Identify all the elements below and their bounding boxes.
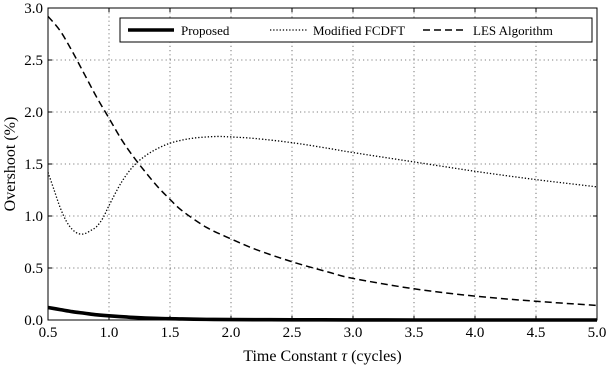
x-tick-label: 2.0 [222,325,241,341]
legend-box [119,17,593,43]
y-tick-label: 0.0 [24,313,43,329]
x-axis-label-symbol: τ [341,348,348,365]
series-line-les-algorithm [47,15,598,307]
grid [48,8,597,320]
x-tick-label: 4.5 [527,325,546,341]
legend-label-modified-fcdft: Modified FCDFT [313,23,405,38]
x-axis-label-unit: (cycles) [347,348,402,365]
legend-label-les-algorithm: LES Algorithm [473,23,553,38]
y-tick-label: 2.5 [24,53,43,69]
legend-label-proposed: Proposed [181,23,230,38]
y-axis-label: Overshoot (%) [2,117,19,212]
x-tick-label: 3.5 [405,325,424,341]
y-tick-label: 1.0 [24,209,43,225]
axis-ticks: 0.5 1.0 1.5 2.0 2.5 3.0 3.5 4.0 4.5 5.00.00.51.01… [24,1,606,341]
x-axis-label: Time Constant τ (cycles) [243,348,401,365]
x-tick-label: 1.5 [161,325,180,341]
x-tick-label: 5.0 [588,325,607,341]
x-tick-label: 4.0 [466,325,485,341]
y-tick-label: 3.0 [24,1,43,17]
series-line-modified-fcdft [47,135,598,235]
x-tick-label: 1.0 [100,325,119,341]
x-axis-label-text: Time Constant [243,348,341,365]
x-tick-label: 3.0 [344,325,363,341]
y-tick-label: 2.0 [24,105,43,121]
legend: Proposed Modified FCDFT LES Algorithm [119,17,593,43]
series-line-proposed [47,305,597,322]
x-tick-label: 2.5 [283,325,302,341]
y-tick-label: 0.5 [24,261,43,277]
x-tick-label: 0.5 [39,325,58,341]
series-lines [47,15,598,322]
y-tick-label: 1.5 [24,157,43,173]
